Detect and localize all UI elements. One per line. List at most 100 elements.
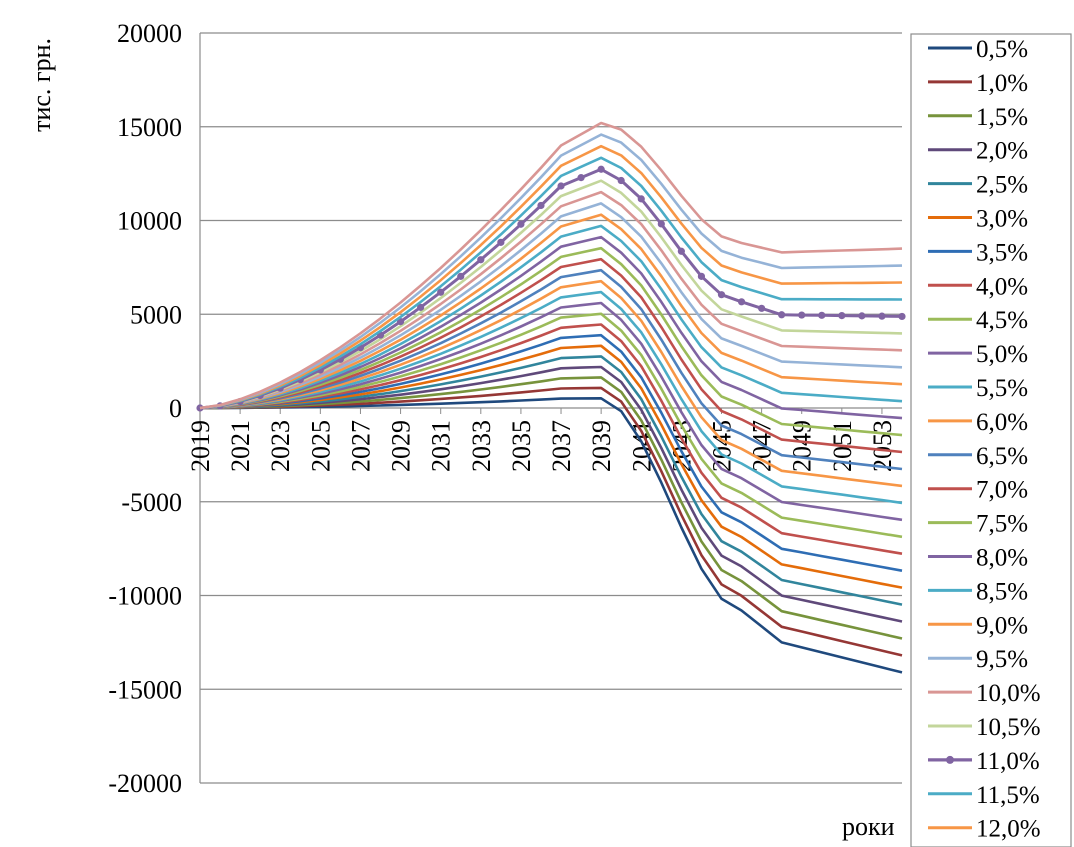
- y-tick-label: 5000: [130, 300, 182, 329]
- series-6-5pct: [199, 268, 903, 471]
- legend-label: 9,0%: [976, 612, 1028, 639]
- series-point: [858, 312, 866, 320]
- x-tick-label: 2029: [387, 420, 416, 472]
- legend-label: 9,5%: [976, 646, 1028, 673]
- legend-label: 3,0%: [976, 206, 1028, 233]
- legend-entry: 6,0%: [928, 409, 1028, 436]
- y-tick-label: 10000: [117, 207, 182, 236]
- legend-entry: 3,5%: [928, 239, 1028, 266]
- x-axis: 2019 2021 2023 2025 2027 2029 2031 2033 2035 2037…: [186, 408, 897, 472]
- legend-entry: 2,5%: [928, 172, 1028, 199]
- legend-marker: [946, 755, 954, 764]
- legend-label: 7,5%: [976, 511, 1028, 538]
- x-tick-label: 2019: [186, 420, 215, 472]
- series-line: [199, 179, 903, 410]
- series-point: [838, 312, 846, 320]
- legend-entry: 8,5%: [928, 578, 1028, 605]
- series-line: [199, 301, 903, 522]
- legend-entry: 8,0%: [928, 545, 1028, 572]
- series-3-5pct: [199, 333, 903, 572]
- y-tick-label: 0: [169, 394, 182, 423]
- x-tick-label: 2053: [868, 420, 897, 472]
- series-point: [477, 256, 485, 264]
- series-point: [537, 201, 545, 210]
- series-point: [737, 298, 746, 306]
- series-3-0pct: [199, 344, 903, 589]
- series-point: [517, 220, 525, 228]
- legend-label: 10,5%: [976, 714, 1041, 741]
- legend-label: 5,0%: [976, 341, 1028, 368]
- series-9-5pct: [199, 202, 903, 410]
- x-tick-label: 2033: [467, 420, 496, 472]
- series-line: [199, 190, 903, 410]
- legend-entry: 5,0%: [928, 341, 1028, 368]
- series-line: [199, 290, 903, 505]
- y-axis-title: тис. грн.: [27, 38, 56, 132]
- legend-entry: 6,5%: [928, 443, 1028, 470]
- series-line: [199, 133, 903, 410]
- series-10-0pct: [199, 190, 903, 410]
- series-line: [199, 144, 903, 410]
- y-tick-label: 15000: [117, 113, 182, 142]
- series-point: [778, 311, 786, 319]
- legend-entry: 1,5%: [928, 104, 1028, 131]
- legend-entry: 10,5%: [928, 714, 1041, 741]
- x-tick-label: 2039: [587, 420, 616, 472]
- series-6-0pct: [199, 279, 903, 488]
- series-point: [878, 312, 886, 320]
- series-line: [199, 365, 903, 623]
- series-line: [199, 213, 903, 410]
- legend-entry: 1,0%: [928, 70, 1028, 97]
- series-line: [199, 257, 903, 454]
- y-tick-label: -15000: [108, 675, 182, 704]
- x-tick-label: 2035: [507, 420, 536, 472]
- series-4-5pct: [199, 312, 903, 539]
- series-point: [677, 247, 685, 255]
- series-point: [717, 291, 726, 299]
- series-line: [199, 268, 903, 471]
- legend-label: 1,5%: [976, 104, 1028, 131]
- legend-entry: 7,0%: [928, 477, 1028, 504]
- legend-label: 3,5%: [976, 239, 1028, 266]
- series-5-0pct: [199, 301, 903, 522]
- series-line: [199, 376, 903, 640]
- series-point: [798, 311, 806, 319]
- legend-label: 4,5%: [976, 307, 1028, 334]
- series-4-0pct: [199, 323, 903, 555]
- series-point: [818, 311, 826, 319]
- series-point: [497, 238, 505, 246]
- series-1-5pct: [199, 376, 903, 640]
- legend-label: 2,5%: [976, 172, 1028, 199]
- legend-entry: 4,5%: [928, 307, 1028, 334]
- x-axis-title: роки: [842, 812, 895, 841]
- legend-entry: 11,0%: [928, 748, 1040, 775]
- legend-entry: 4,0%: [928, 273, 1028, 300]
- y-tick-label: -10000: [108, 582, 182, 611]
- series-lines: [196, 121, 906, 674]
- series-line: [199, 246, 903, 437]
- legend-entry: 5,5%: [928, 375, 1028, 402]
- series-point: [697, 272, 706, 280]
- series-2-5pct: [199, 355, 903, 606]
- series-line: [199, 344, 903, 589]
- y-tick-label: -20000: [108, 769, 182, 798]
- y-tick-label: 20000: [117, 19, 182, 48]
- legend-entry: 2,0%: [928, 138, 1028, 165]
- x-tick-label: 2023: [266, 420, 295, 472]
- legend-label: 6,5%: [976, 443, 1028, 470]
- legend-label: 6,0%: [976, 409, 1028, 436]
- legend-label: 5,5%: [976, 375, 1028, 402]
- x-tick-label: 2049: [788, 420, 817, 472]
- series-point: [417, 303, 425, 311]
- series-8-0pct: [199, 235, 903, 420]
- legend-label: 11,0%: [976, 748, 1040, 775]
- series-7-5pct: [199, 246, 903, 437]
- series-2-0pct: [199, 365, 903, 623]
- legend-box: [910, 33, 1072, 847]
- series-point: [898, 312, 906, 321]
- series-line: [199, 323, 903, 555]
- x-tick-label: 2027: [346, 420, 375, 472]
- legend-label: 2,0%: [976, 138, 1028, 165]
- series-11-5pct: [199, 156, 903, 410]
